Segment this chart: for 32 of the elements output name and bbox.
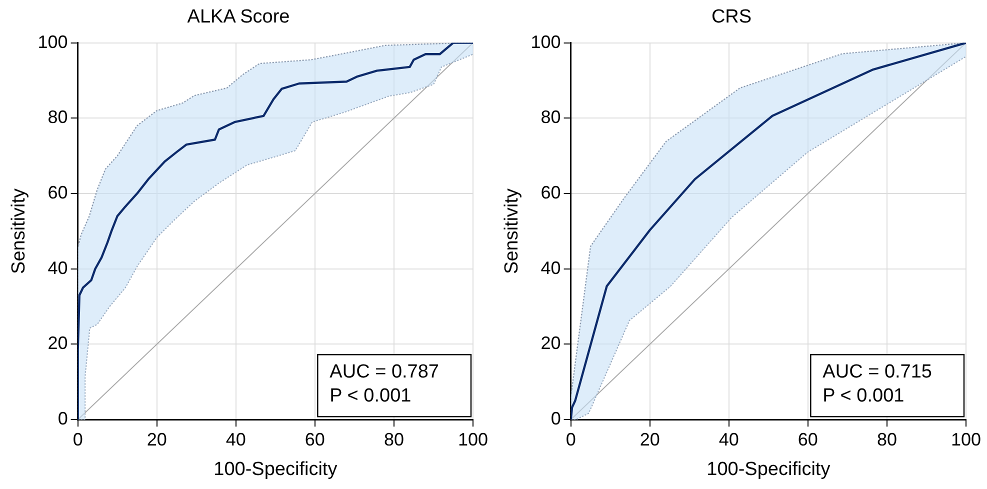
x-tick-label: 0: [566, 429, 576, 450]
x-axis-title: 100-Specificity: [214, 458, 338, 480]
x-tick-label: 100: [458, 429, 488, 450]
x-tick-label: 40: [226, 429, 246, 450]
y-tick-label: 80: [48, 107, 68, 128]
x-tick-label: 80: [384, 429, 404, 450]
y-tick-label: 20: [48, 333, 68, 354]
x-axis-title: 100-Specificity: [706, 458, 831, 480]
x-tick-label: 100: [950, 429, 982, 450]
y-tick-label: 60: [48, 182, 68, 202]
x-tick-label: 40: [718, 429, 739, 450]
annotation: AUC = 0.715 P < 0.001: [822, 361, 932, 406]
x-tick-label: 60: [798, 429, 818, 450]
annotation: AUC = 0.787 P < 0.001: [330, 361, 440, 406]
y-tick-label: 60: [540, 182, 561, 202]
y-tick-label: 40: [48, 258, 68, 278]
y-tick-label: 80: [540, 107, 561, 128]
x-tick-label: 80: [876, 429, 897, 450]
y-axis-title: Sensitivity: [502, 188, 523, 274]
y-tick-label: 20: [540, 333, 561, 354]
chart-title: ALKA Score: [187, 6, 290, 28]
y-tick-label: 0: [550, 408, 561, 429]
y-tick-label: 0: [58, 408, 68, 429]
x-tick-label: 0: [72, 429, 83, 450]
x-tick-label: 20: [146, 429, 167, 450]
x-tick-label: 20: [640, 429, 660, 450]
y-tick-label: 100: [530, 32, 561, 52]
x-tick-label: 60: [304, 429, 325, 450]
y-axis-title: Sensitivity: [8, 188, 30, 274]
chart-title: CRS: [711, 6, 752, 28]
y-tick-label: 100: [38, 32, 68, 52]
y-tick-label: 40: [540, 258, 561, 278]
